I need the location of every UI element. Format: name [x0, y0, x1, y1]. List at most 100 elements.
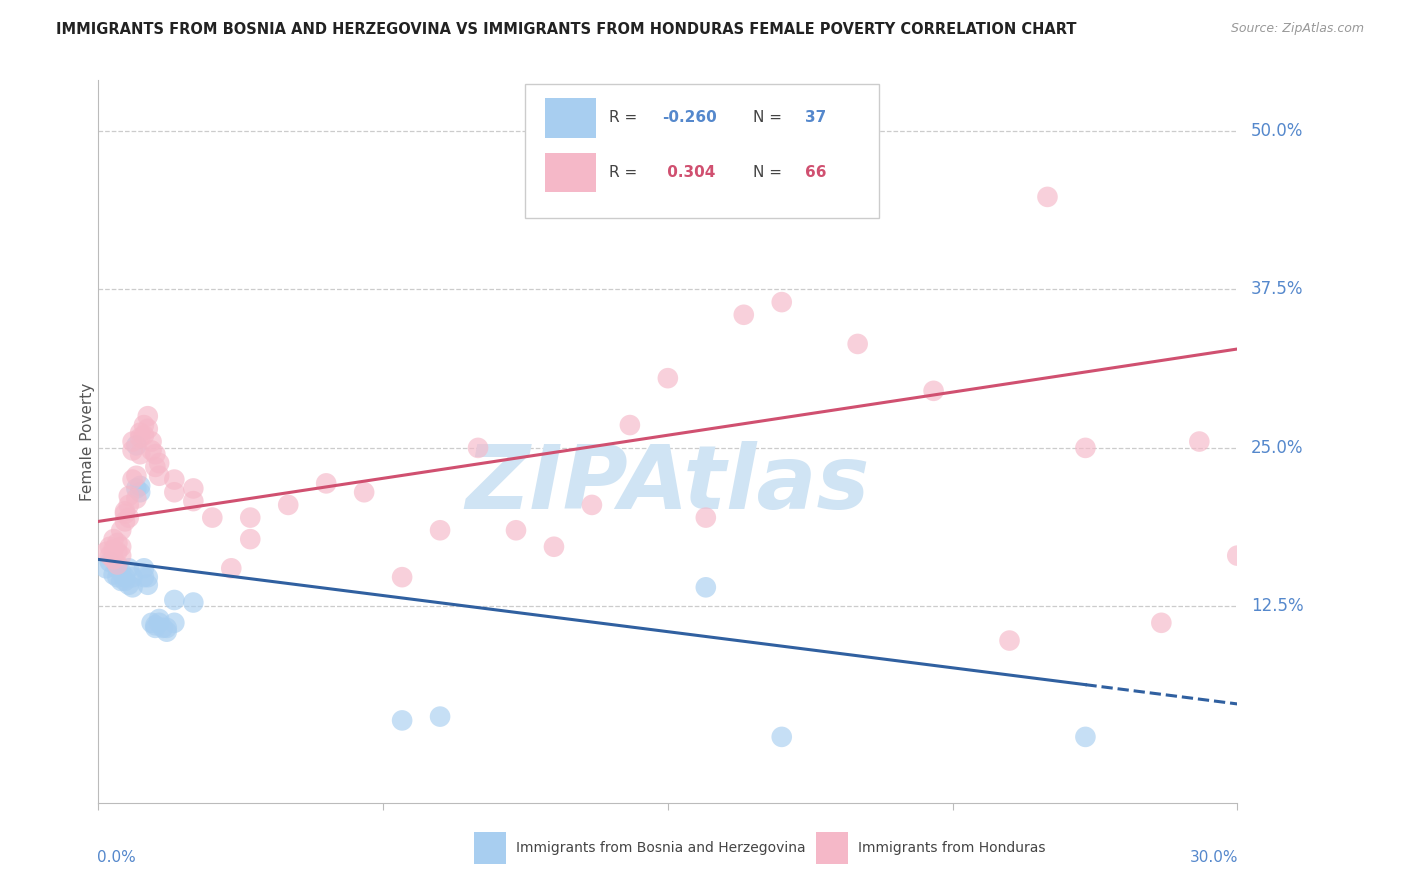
Point — [136, 422, 159, 436]
FancyBboxPatch shape — [815, 831, 848, 864]
Point — [129, 425, 152, 440]
Point — [145, 459, 167, 474]
Point — [163, 593, 186, 607]
Point — [1150, 615, 1173, 630]
Point — [145, 447, 167, 461]
Point — [125, 482, 148, 496]
Point — [110, 523, 132, 537]
Point — [141, 443, 163, 458]
Point — [129, 447, 152, 461]
Point — [163, 473, 186, 487]
Point — [141, 434, 163, 449]
Point — [183, 595, 205, 609]
Text: 37.5%: 37.5% — [1251, 280, 1303, 299]
Point — [581, 498, 603, 512]
Point — [103, 552, 125, 566]
Point — [1226, 549, 1249, 563]
Point — [121, 580, 143, 594]
Text: Source: ZipAtlas.com: Source: ZipAtlas.com — [1230, 22, 1364, 36]
Text: 0.304: 0.304 — [662, 165, 716, 180]
Text: R =: R = — [609, 165, 641, 180]
FancyBboxPatch shape — [474, 831, 506, 864]
Point — [94, 545, 117, 559]
Point — [148, 456, 170, 470]
Point — [695, 580, 717, 594]
Point — [114, 515, 136, 529]
Point — [505, 523, 527, 537]
Point — [129, 479, 152, 493]
Point — [770, 730, 793, 744]
Point — [543, 540, 565, 554]
Point — [121, 443, 143, 458]
Point — [998, 633, 1021, 648]
Point — [1074, 730, 1097, 744]
Point — [98, 549, 121, 563]
Point — [163, 615, 186, 630]
Point — [118, 510, 141, 524]
Point — [156, 624, 179, 639]
Point — [183, 494, 205, 508]
Point — [1036, 190, 1059, 204]
Point — [103, 532, 125, 546]
Text: Immigrants from Honduras: Immigrants from Honduras — [858, 840, 1046, 855]
Point — [148, 612, 170, 626]
Point — [132, 561, 155, 575]
Point — [391, 714, 413, 728]
Point — [156, 621, 179, 635]
FancyBboxPatch shape — [546, 98, 596, 138]
FancyBboxPatch shape — [546, 153, 596, 193]
Text: N =: N = — [754, 165, 787, 180]
Point — [121, 473, 143, 487]
Point — [110, 540, 132, 554]
Text: 66: 66 — [804, 165, 825, 180]
Point — [110, 565, 132, 579]
Point — [1188, 434, 1211, 449]
Text: R =: R = — [609, 111, 641, 126]
Y-axis label: Female Poverty: Female Poverty — [80, 383, 94, 500]
Text: Immigrants from Bosnia and Herzegovina: Immigrants from Bosnia and Herzegovina — [516, 840, 806, 855]
Point — [94, 561, 117, 575]
FancyBboxPatch shape — [526, 84, 879, 218]
Point — [103, 567, 125, 582]
Text: 0.0%: 0.0% — [97, 850, 136, 864]
Point — [110, 549, 132, 563]
Point — [148, 615, 170, 630]
Text: 30.0%: 30.0% — [1189, 850, 1239, 864]
Point — [107, 561, 129, 575]
Point — [107, 558, 129, 572]
Point — [114, 507, 136, 521]
Point — [770, 295, 793, 310]
Point — [118, 578, 141, 592]
Point — [239, 532, 262, 546]
Text: -0.260: -0.260 — [662, 111, 717, 126]
Point — [98, 555, 121, 569]
Text: 37: 37 — [804, 111, 825, 126]
Point — [152, 621, 174, 635]
Point — [114, 504, 136, 518]
Point — [98, 540, 121, 554]
Point — [141, 615, 163, 630]
Point — [391, 570, 413, 584]
Point — [467, 441, 489, 455]
Point — [118, 498, 141, 512]
Point — [922, 384, 945, 398]
Point — [132, 418, 155, 433]
Point — [145, 621, 167, 635]
Point — [132, 570, 155, 584]
Point — [145, 618, 167, 632]
Point — [846, 337, 869, 351]
Point — [315, 476, 337, 491]
Text: ZIPAtlas: ZIPAtlas — [465, 442, 870, 528]
Point — [619, 418, 641, 433]
Point — [103, 542, 125, 557]
Point — [121, 570, 143, 584]
Point — [114, 574, 136, 588]
Point — [695, 510, 717, 524]
Point — [125, 491, 148, 506]
Point — [114, 570, 136, 584]
Point — [110, 574, 132, 588]
Point — [129, 485, 152, 500]
Point — [125, 468, 148, 483]
Point — [201, 510, 224, 524]
Point — [657, 371, 679, 385]
